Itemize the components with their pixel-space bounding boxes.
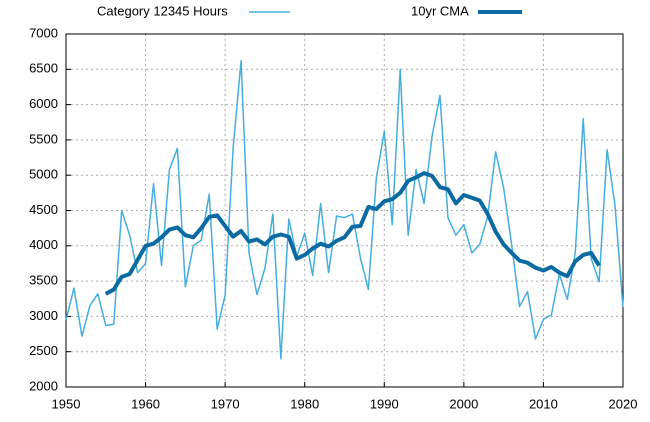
x-tick-label: 1980 bbox=[290, 396, 319, 411]
plot-frame bbox=[65, 33, 624, 388]
y-tick-label: 5000 bbox=[29, 167, 58, 182]
legend-label: 10yr CMA bbox=[411, 3, 469, 18]
legend-label: Category 12345 Hours bbox=[97, 3, 228, 18]
y-tick-label: 3500 bbox=[29, 273, 58, 288]
x-tick-label: 1950 bbox=[52, 396, 81, 411]
y-tick-label: 2000 bbox=[29, 378, 58, 393]
series-line bbox=[65, 60, 624, 360]
x-tick-label: 1990 bbox=[370, 396, 399, 411]
x-tick-label: 1960 bbox=[131, 396, 160, 411]
y-tick-label: 4500 bbox=[29, 202, 58, 217]
y-tick-label: 6500 bbox=[29, 61, 58, 76]
y-tick-label: 2500 bbox=[29, 343, 58, 358]
x-tick-label: 1970 bbox=[211, 396, 240, 411]
x-tick-label: 2000 bbox=[449, 396, 478, 411]
y-tick-label: 4000 bbox=[29, 237, 58, 252]
y-tick-label: 3000 bbox=[29, 308, 58, 323]
y-tick-label: 5500 bbox=[29, 131, 58, 146]
series-line bbox=[104, 171, 601, 296]
x-tick-label: 2010 bbox=[529, 396, 558, 411]
x-tick-label: 2020 bbox=[609, 396, 638, 411]
y-tick-label: 6000 bbox=[29, 96, 58, 111]
y-tick-label: 7000 bbox=[29, 25, 58, 40]
